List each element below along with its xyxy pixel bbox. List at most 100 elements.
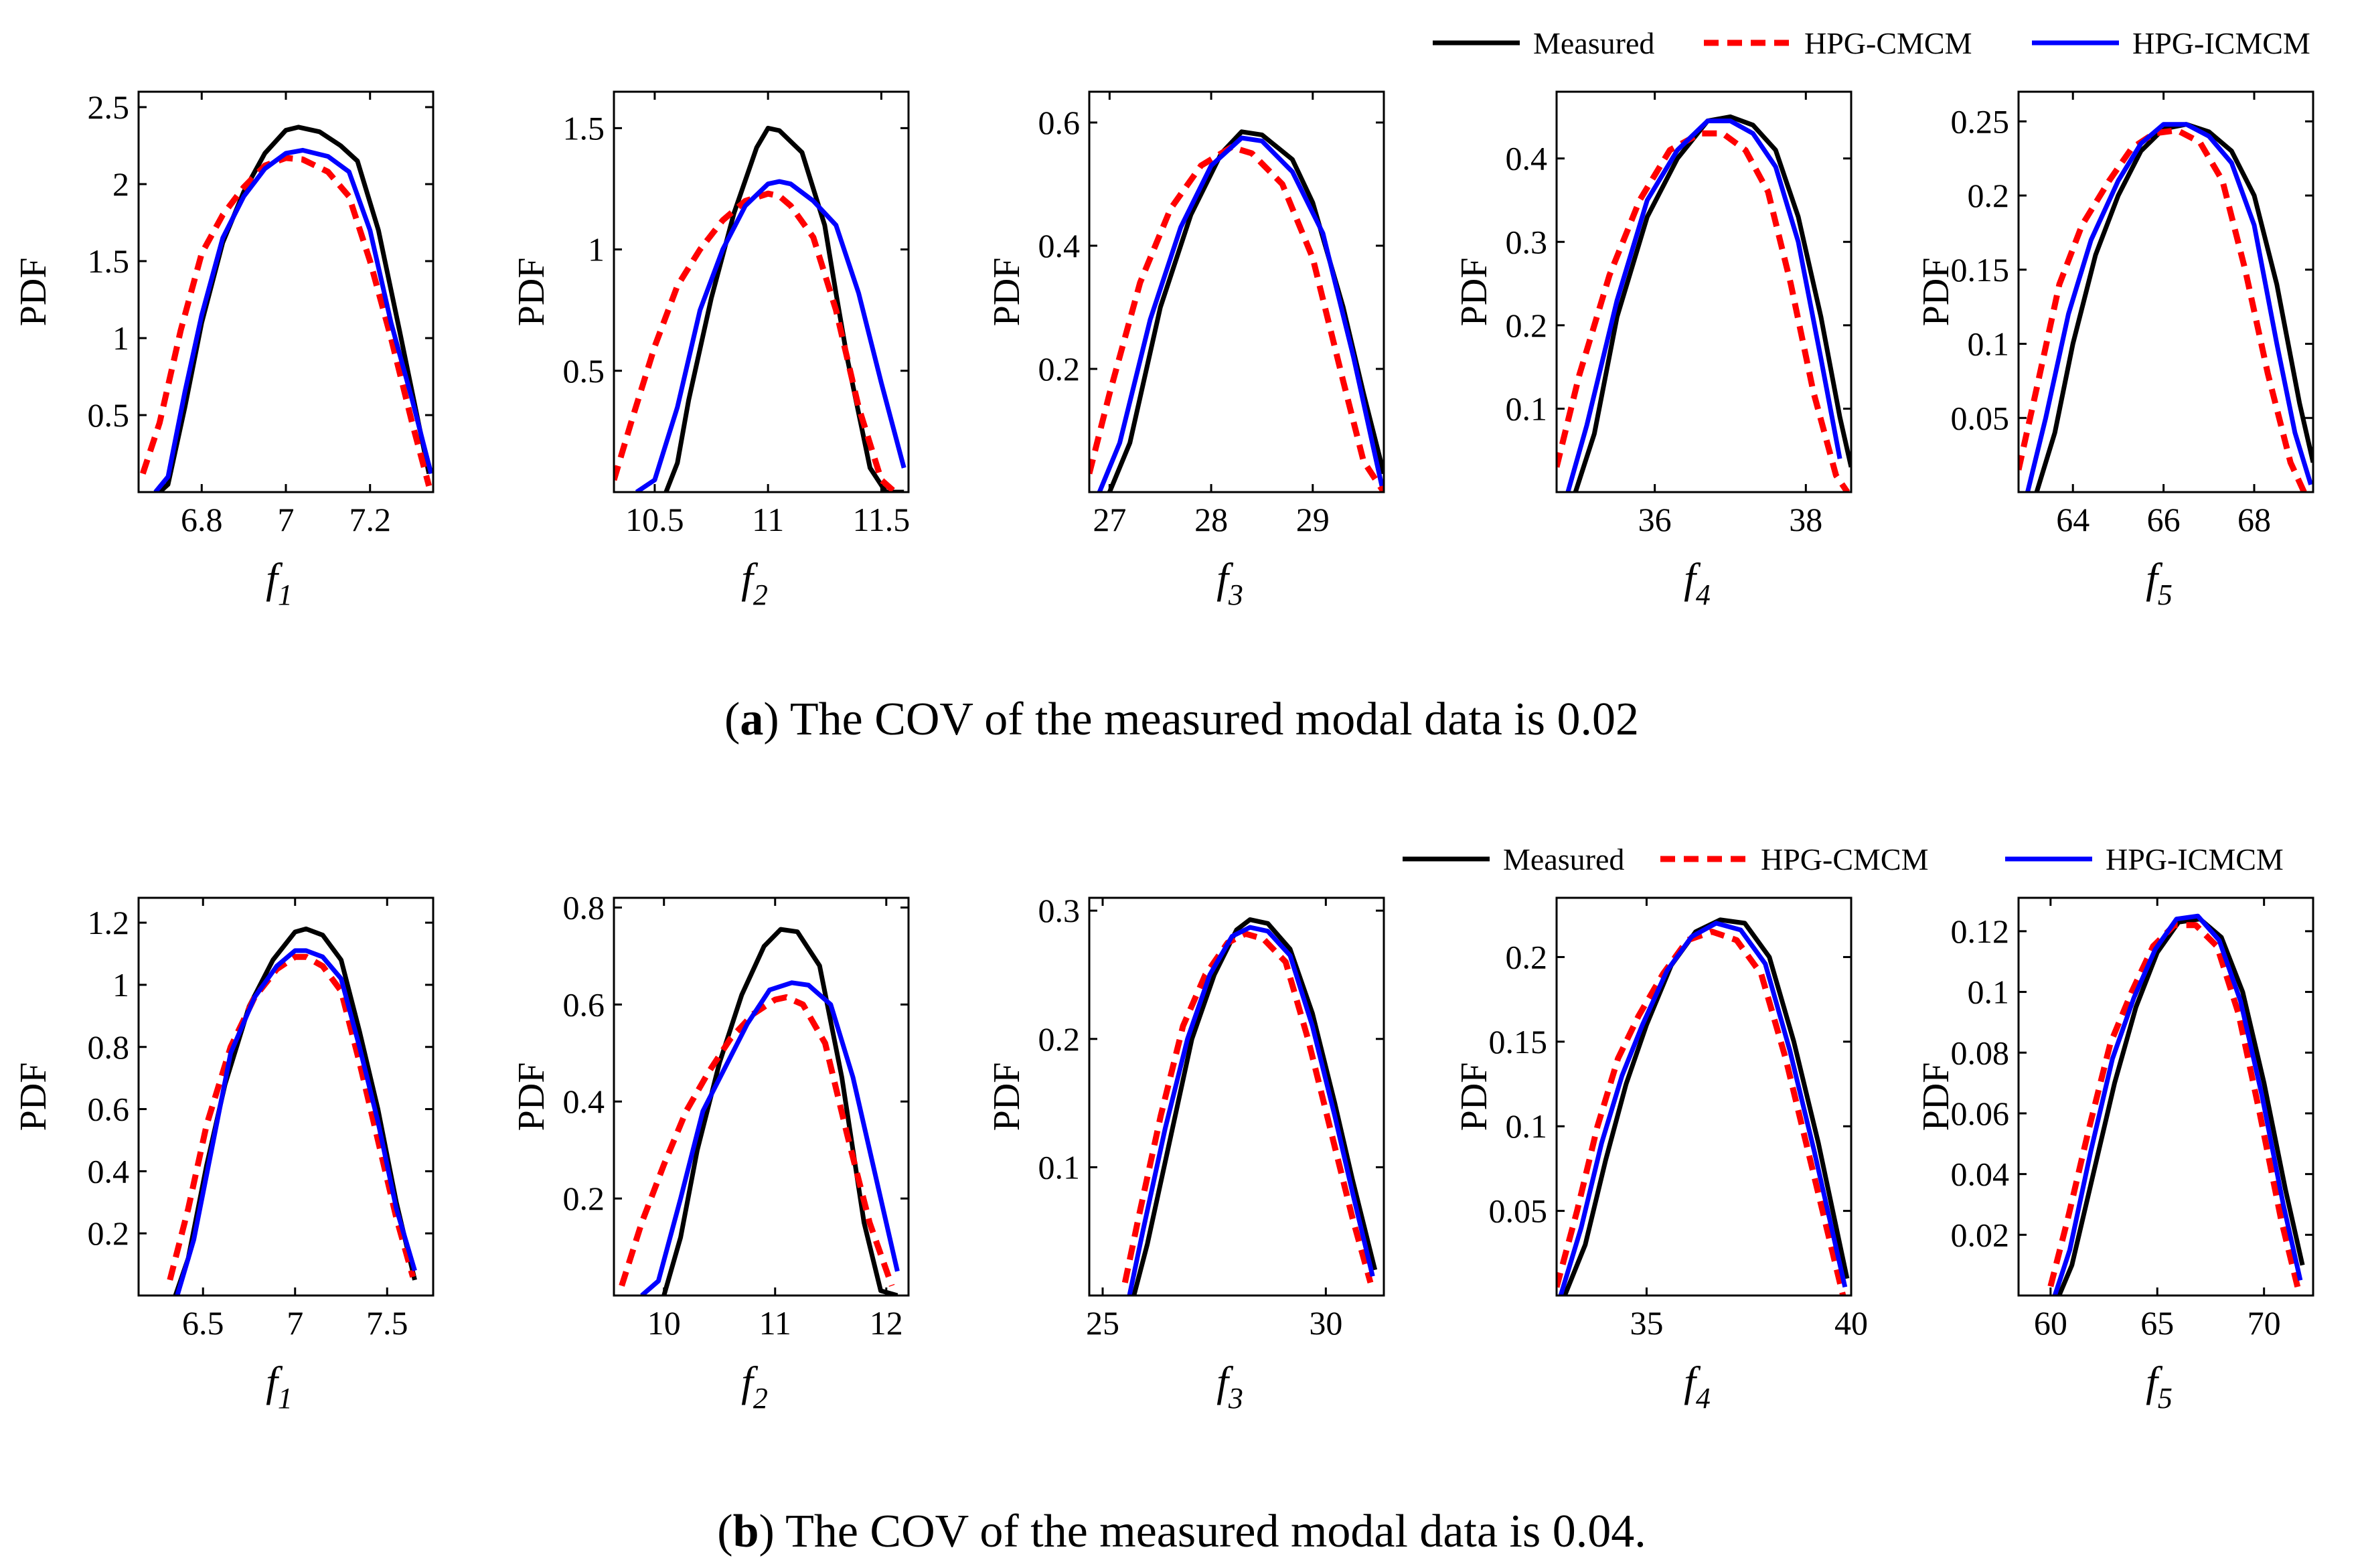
caption-b-letter: b	[733, 1506, 759, 1557]
x-tick-label: 11	[752, 501, 784, 538]
legend-label-hpg-cmcm: HPG-CMCM	[1804, 26, 1972, 60]
legend-label-hpg-cmcm: HPG-CMCM	[1761, 842, 1929, 876]
series-line-hpg-icmcm	[2025, 122, 2313, 492]
x-axis-label-subscript: 2	[753, 1382, 768, 1415]
y-tick-label: 0.15	[1489, 1023, 1548, 1061]
legend-label-measured: Measured	[1533, 26, 1654, 60]
x-axis-label: f2	[741, 554, 768, 611]
caption-b: (b) The COV of the measured modal data i…	[717, 1506, 1646, 1557]
x-axis-label-subscript: 1	[278, 578, 293, 611]
y-tick-label: 1	[588, 231, 605, 268]
y-tick-label: 0.4	[563, 1083, 605, 1120]
y-axis-label: PDF	[13, 258, 54, 327]
y-tick-label: 0.12	[1951, 913, 2010, 950]
y-tick-label: 0.05	[1951, 399, 2010, 437]
x-axis-label: f1	[266, 554, 293, 611]
y-tick-label: 0.2	[1506, 307, 1548, 344]
series-line-hpg-icmcm	[175, 948, 417, 1296]
x-axis-label: f2	[741, 1358, 768, 1415]
caption-a-letter: a	[740, 694, 763, 745]
y-tick-label: 0.1	[1506, 1107, 1548, 1145]
y-tick-label: 0.15	[1951, 251, 2010, 289]
x-axis-label-subscript: 3	[1228, 1382, 1243, 1415]
axes-frame	[1088, 896, 1385, 1297]
y-tick-label: 1	[112, 966, 129, 1004]
axes-frame	[613, 896, 910, 1297]
series-line-hpg-cmcm	[2047, 922, 2302, 1290]
x-tick-label: 10.5	[625, 501, 684, 538]
series-line-hpg-icmcm	[635, 179, 907, 492]
plot-area	[1089, 129, 1384, 492]
series-line-measured	[663, 125, 904, 492]
x-axis-label: f4	[1684, 554, 1711, 611]
chart-panel-a-4: 36 38 0.1 0.2 0.3 0.4 PDF f4	[1453, 90, 1853, 611]
y-tick-label: 0.3	[1506, 223, 1548, 260]
y-tick-label: 0.05	[1489, 1192, 1548, 1230]
series-line-hpg-icmcm	[640, 980, 900, 1296]
series-line-hpg-icmcm	[1127, 925, 1375, 1296]
series-line-hpg-cmcm	[140, 155, 432, 487]
plot-area	[2047, 913, 2305, 1296]
caption-b-text: The COV of the measured modal data is 0.…	[785, 1506, 1646, 1557]
x-tick-label: 7	[278, 501, 295, 538]
x-axis-label-subscript: 2	[753, 578, 768, 611]
plot-area	[2019, 122, 2313, 492]
x-tick-label: 66	[2147, 501, 2181, 538]
axes-frame	[2017, 90, 2314, 493]
x-axis-label: f3	[1216, 554, 1243, 611]
series-line-measured	[158, 125, 432, 492]
legend-a: Measured HPG-CMCM HPG-ICMCM	[1433, 26, 2310, 60]
axes-frame	[1555, 896, 1853, 1297]
y-axis-label: PDF	[1453, 1063, 1495, 1131]
y-tick-label: 0.4	[1506, 140, 1548, 177]
y-tick-label: 1.5	[88, 242, 130, 280]
y-axis-label: PDF	[1453, 258, 1495, 327]
x-tick-label: 7.2	[349, 501, 391, 538]
x-axis-label-subscript: 5	[2158, 578, 2173, 611]
y-axis-label: PDF	[1915, 1063, 1957, 1131]
y-axis-label: PDF	[511, 1063, 552, 1131]
y-tick-label: 0.06	[1951, 1095, 2010, 1132]
x-tick-label: 60	[2034, 1304, 2067, 1342]
y-tick-label: 0.2	[1038, 350, 1081, 388]
y-tick-label: 0.25	[1951, 102, 2010, 140]
x-tick-label: 30	[1309, 1304, 1342, 1342]
y-tick-label: 0.1	[1506, 390, 1548, 427]
y-tick-label: 0.8	[563, 888, 605, 926]
chart-panel-b-5: 60 65 70 0.02 0.04 0.06 0.08 0.1 0.12 PDF f5	[1915, 896, 2314, 1415]
series-line-hpg-cmcm	[2019, 127, 2307, 492]
y-tick-label: 1	[112, 319, 129, 357]
x-axis-label: f4	[1684, 1358, 1711, 1415]
x-axis-label-subscript: 4	[1696, 578, 1711, 611]
legend-b: Measured HPG-CMCM HPG-ICMCM	[1403, 842, 2284, 876]
chart-panel-b-2: 10 11 12 0.2 0.4 0.6 0.8 PDF f2	[511, 888, 910, 1415]
y-tick-label: 0.08	[1951, 1034, 2010, 1071]
y-tick-label: 0.2	[563, 1180, 605, 1217]
x-tick-label: 25	[1086, 1304, 1119, 1342]
y-tick-label: 0.3	[1038, 892, 1081, 929]
legend-label-hpg-icmcm: HPG-ICMCM	[2132, 26, 2310, 60]
x-tick-label: 36	[1638, 501, 1672, 538]
y-tick-label: 0.04	[1951, 1156, 2010, 1193]
series-line-hpg-cmcm	[1121, 931, 1374, 1284]
y-tick-label: 0.4	[1038, 227, 1081, 264]
x-axis-label-subscript: 5	[2158, 1382, 2173, 1415]
series-line-hpg-cmcm	[167, 953, 416, 1281]
series-line-hpg-icmcm	[2052, 913, 2303, 1296]
x-tick-label: 11	[759, 1304, 791, 1342]
series-line-hpg-cmcm	[1089, 144, 1384, 492]
y-axis-label: PDF	[986, 1063, 1028, 1131]
series-line-measured	[1573, 114, 1851, 492]
x-tick-label: 29	[1296, 501, 1330, 538]
series-line-measured	[1562, 917, 1850, 1296]
x-tick-label: 11.5	[853, 501, 911, 538]
x-tick-label: 7	[287, 1304, 303, 1342]
axes-frame	[137, 896, 435, 1297]
y-tick-label: 0.1	[1038, 1148, 1081, 1186]
y-tick-label: 0.4	[88, 1152, 130, 1190]
x-axis-label: f1	[266, 1358, 293, 1415]
axes-frame	[613, 90, 910, 493]
x-tick-label: 7.5	[366, 1304, 408, 1342]
